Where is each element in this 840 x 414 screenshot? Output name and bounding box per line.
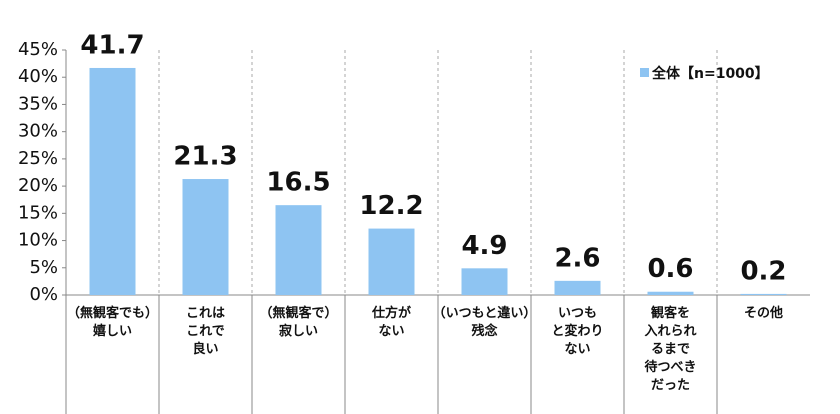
y-tick-label: 40% — [18, 66, 58, 87]
y-tick-label: 35% — [18, 93, 58, 114]
data-label: 12.2 — [359, 191, 423, 221]
x-tick-label: いつも と変わり ない — [551, 306, 604, 357]
legend-label: 全体【n=1000】 — [651, 65, 769, 82]
y-tick-label: 15% — [18, 202, 58, 223]
x-tick-label: （無観客で） 寂しい — [259, 306, 338, 339]
data-label: 2.6 — [554, 243, 600, 273]
x-tick-label: 観客を 入れられ るまで 待つべき だった — [644, 306, 697, 393]
y-tick-label: 20% — [18, 175, 58, 196]
data-label: 0.2 — [740, 256, 786, 286]
x-tick-label: 仕方が ない — [371, 306, 411, 339]
data-label: 41.7 — [80, 30, 144, 60]
y-tick-label: 25% — [18, 148, 58, 169]
x-tick-label: （いつもと違い） 残念 — [432, 306, 537, 339]
bar — [89, 67, 136, 295]
data-label: 21.3 — [173, 142, 237, 172]
bar — [647, 291, 694, 295]
y-tick-label: 45% — [18, 39, 58, 60]
bar — [275, 205, 322, 295]
y-tick-label: 0% — [29, 284, 58, 305]
y-tick-label: 5% — [29, 257, 58, 278]
x-tick-label: これは これで 良い — [185, 306, 225, 357]
y-tick-label: 10% — [18, 230, 58, 251]
data-label: 16.5 — [266, 168, 330, 198]
x-tick-label: その他 — [743, 306, 783, 321]
bar — [554, 280, 601, 295]
bar — [182, 179, 229, 295]
data-label: 4.9 — [461, 231, 507, 261]
y-tick-label: 30% — [18, 121, 58, 142]
bar — [461, 268, 508, 295]
bar — [368, 228, 415, 295]
x-tick-label: （無観客でも） 嬉しい — [66, 306, 158, 339]
data-label: 0.6 — [647, 254, 693, 284]
legend-swatch — [640, 68, 649, 77]
bar — [740, 293, 787, 295]
